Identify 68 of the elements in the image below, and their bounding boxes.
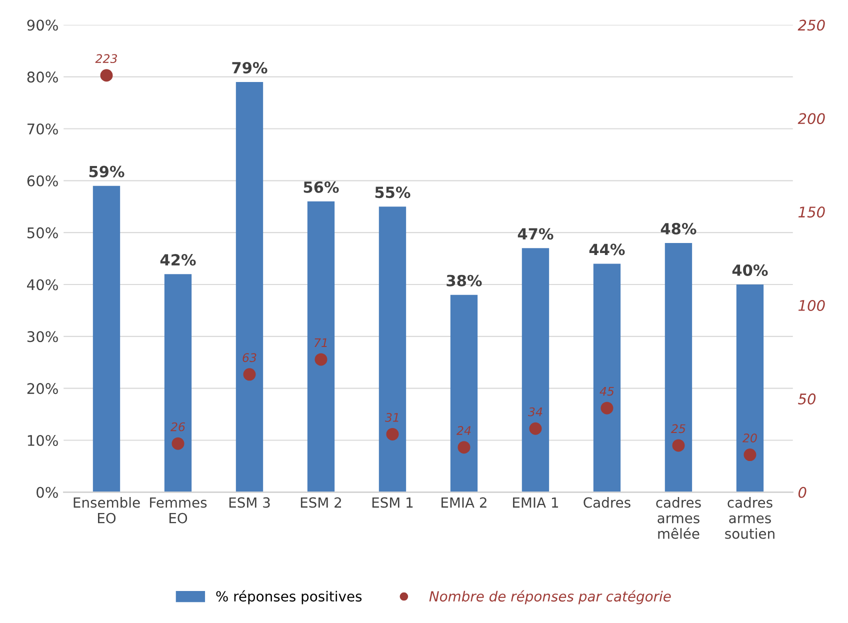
y-tick-label: 80% <box>27 72 58 83</box>
x-tick-label: ESM 3 <box>229 497 270 508</box>
x-tick-label: Cadres <box>584 497 630 508</box>
bar <box>378 206 406 492</box>
data-label: 55% <box>375 186 410 198</box>
y2-tick-label: 200 <box>798 113 825 124</box>
point <box>243 368 256 381</box>
point <box>100 69 113 82</box>
point <box>172 437 184 450</box>
y-tick-label: 50% <box>27 227 58 238</box>
y-tick-label: 70% <box>28 123 58 134</box>
bar <box>236 82 264 492</box>
point <box>672 439 685 452</box>
x-tick-label: EMIA 1 <box>513 497 558 508</box>
bar <box>736 284 764 492</box>
point <box>314 353 328 366</box>
x-tick-label: cadres armes mêlée <box>656 497 701 539</box>
bar <box>522 248 550 492</box>
data-label: 34 <box>528 407 542 416</box>
x-tick-label: EMIA 2 <box>442 497 486 508</box>
data-label: 38% <box>446 274 482 286</box>
y2-tick-label: 0 <box>798 486 806 498</box>
data-label: 59% <box>89 166 124 178</box>
data-label: 79% <box>232 62 268 74</box>
bar <box>307 201 335 492</box>
data-label: 45 <box>600 386 614 396</box>
data-label: 48% <box>660 222 696 234</box>
y-tick-label: 90% <box>27 20 58 31</box>
point <box>458 441 470 454</box>
data-label: 24 <box>456 426 471 435</box>
bar <box>164 274 192 492</box>
y2-tick-label: 100 <box>798 300 825 312</box>
data-label: 63 <box>242 353 256 362</box>
legend-label: % réponses positives <box>216 590 362 604</box>
y2-tick-label: 250 <box>798 20 825 31</box>
x-tick-label: ESM 2 <box>300 497 342 508</box>
y-tick-label: 20% <box>27 383 58 394</box>
bar <box>593 264 621 492</box>
data-label: 223 <box>95 54 118 64</box>
point <box>744 448 756 462</box>
data-label: 40% <box>732 264 768 276</box>
point <box>600 402 614 414</box>
y-tick-label: 10% <box>28 434 58 446</box>
y-tick-label: 0% <box>36 486 58 498</box>
bar <box>450 294 478 492</box>
y-tick-label: 30% <box>27 331 58 342</box>
data-label: 71 <box>314 338 327 347</box>
data-label: 26 <box>170 422 185 432</box>
legend-label: Nombre de réponses par catégorie <box>429 590 671 604</box>
data-label: 42% <box>160 254 196 266</box>
y-tick-label: 40% <box>27 279 58 290</box>
data-label: 47% <box>518 228 554 240</box>
bar <box>664 242 692 492</box>
y-tick-label: 60% <box>27 175 58 186</box>
point <box>529 422 542 435</box>
point <box>386 428 399 440</box>
x-tick-label: cadres armes soutien <box>725 497 774 539</box>
y2-tick-label: 150 <box>798 206 825 218</box>
bar <box>92 186 120 492</box>
data-label: 44% <box>589 244 625 256</box>
y2-tick-label: 50 <box>798 393 816 404</box>
x-tick-label: ESM 1 <box>372 497 413 508</box>
data-label: 25 <box>671 424 686 434</box>
x-tick-label: Ensemble EO <box>74 497 140 524</box>
data-label: 56% <box>304 181 339 193</box>
x-tick-label: Femmes EO <box>150 497 207 524</box>
data-label: 31 <box>385 412 398 422</box>
data-label: 20 <box>742 434 757 442</box>
